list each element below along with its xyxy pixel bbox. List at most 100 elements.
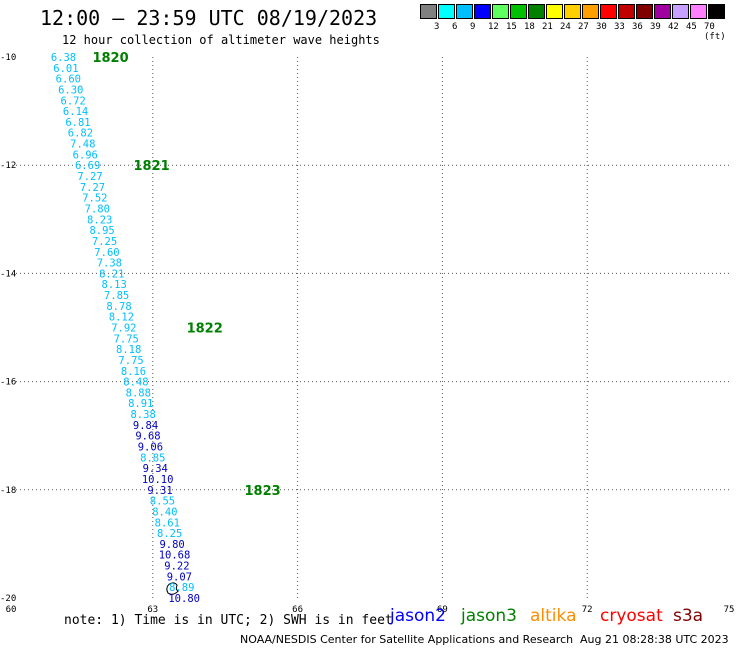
wave-height-point: 8.48: [123, 377, 148, 389]
wave-height-point: 9.31: [147, 485, 172, 497]
y-tick-label: -18: [0, 486, 16, 496]
color-swatch: [546, 4, 563, 19]
pass-time-label: 1823: [245, 484, 281, 499]
wave-height-point: 8.61: [155, 517, 180, 529]
wave-height-point: 9.22: [164, 561, 189, 573]
x-tick-label: 69: [437, 605, 448, 615]
wave-height-point: 7.52: [82, 193, 107, 205]
wave-height-point: 8.18: [116, 344, 141, 356]
wave-height-point: 9.34: [143, 463, 168, 475]
x-tick-label: 60: [6, 605, 17, 615]
wave-height-point: 6.14: [63, 106, 88, 118]
x-tick-label: 72: [582, 605, 593, 615]
satellite-cryosat: cryosat: [600, 606, 663, 626]
color-swatch: [564, 4, 581, 19]
wave-height-point: 8.91: [128, 398, 153, 410]
color-swatch: [510, 4, 527, 19]
wave-height-point: 7.25: [92, 236, 117, 248]
wave-height-point: 6.60: [56, 74, 81, 86]
wave-height-point: 10.10: [142, 474, 174, 486]
color-swatch: [618, 4, 635, 19]
color-scale-label: 9: [470, 22, 476, 32]
footer-timestamp: Aug 21 08:28:38 UTC 2023: [580, 633, 729, 646]
wave-height-point: 6.82: [68, 128, 93, 140]
footer-note: note: 1) Time is in UTC; 2) SWH is in fe…: [64, 613, 393, 628]
wave-height-point: 6.96: [73, 149, 98, 161]
wave-height-point: 6.69: [75, 160, 100, 172]
island-outline: [166, 582, 179, 595]
color-swatch: [492, 4, 509, 19]
color-swatch: [708, 4, 725, 19]
color-swatch: [600, 4, 617, 19]
color-scale-label: 3: [434, 22, 440, 32]
wave-height-point: 9.80: [159, 539, 184, 551]
satellite-s3a: s3a: [673, 606, 704, 626]
satellite-jason3: jason3: [461, 606, 517, 626]
color-swatch: [654, 4, 671, 19]
color-swatch: [474, 4, 491, 19]
wave-height-point: 6.81: [65, 117, 90, 129]
wave-height-point: 7.60: [94, 247, 119, 259]
wave-height-point: 6.38: [51, 52, 76, 64]
wave-height-point: 8.13: [102, 279, 127, 291]
wave-height-point: 8.21: [99, 268, 124, 280]
pass-time-label: 1822: [187, 322, 223, 337]
color-scale-label: 24: [560, 22, 571, 32]
color-scale-label: 42: [668, 22, 679, 32]
wave-height-point: 8.16: [121, 366, 146, 378]
y-tick-label: -20: [0, 594, 16, 604]
color-scale-label: 30: [596, 22, 607, 32]
wave-height-point: 10.80: [168, 593, 200, 605]
color-swatch: [420, 4, 437, 19]
wave-height-point: 9.84: [133, 420, 158, 432]
wave-height-point: 7.75: [114, 333, 139, 345]
wave-height-point: 8.12: [109, 312, 134, 324]
color-scale-label: 33: [614, 22, 625, 32]
wave-height-point: 7.92: [111, 323, 136, 335]
color-scale-label: 39: [650, 22, 661, 32]
wave-height-point: 6.30: [58, 84, 83, 96]
wave-height-point: 6.01: [53, 63, 78, 75]
x-tick-label: 66: [292, 605, 303, 615]
wave-height-point: 8.88: [126, 387, 151, 399]
footer-credit: NOAA/NESDIS Center for Satellite Applica…: [240, 633, 574, 646]
x-tick-label: 75: [724, 605, 735, 615]
x-tick-label: 63: [147, 605, 158, 615]
wave-height-point: 8.95: [89, 225, 114, 237]
wave-height-point: 6.72: [61, 95, 86, 107]
wave-height-point: 7.75: [118, 355, 143, 367]
wave-height-point: 8.85: [140, 452, 165, 464]
color-scale-label: 6: [452, 22, 458, 32]
color-scale-label: 27: [578, 22, 589, 32]
wave-height-point: 7.38: [97, 258, 122, 270]
wave-height-point: 8.78: [106, 301, 131, 313]
color-swatch: [528, 4, 545, 19]
wave-height-point: 8.55: [150, 496, 175, 508]
wave-height-point: 9.07: [167, 571, 192, 583]
wave-height-point: 7.27: [80, 182, 105, 194]
color-swatch: [672, 4, 689, 19]
wave-height-point: 9.68: [135, 431, 160, 443]
pass-time-label: 1820: [92, 51, 128, 66]
wave-height-point: 10.68: [159, 550, 191, 562]
wave-height-point: 7.27: [77, 171, 102, 183]
wave-height-point: 7.85: [104, 290, 129, 302]
wave-height-point: 8.89: [169, 582, 194, 594]
color-scale-label: 18: [524, 22, 535, 32]
wave-height-point: 8.25: [157, 528, 182, 540]
color-scale-label: 21: [542, 22, 553, 32]
y-tick-label: -12: [0, 161, 16, 171]
wave-height-point: 8.23: [87, 214, 112, 226]
chart-title: 12:00 – 23:59 UTC 08/19/2023: [40, 6, 378, 30]
pass-time-label: 1821: [133, 159, 169, 174]
color-scale-label: 12: [488, 22, 499, 32]
y-tick-label: -10: [0, 53, 16, 63]
color-scale-label: 45: [686, 22, 697, 32]
y-tick-label: -14: [0, 269, 16, 279]
color-swatch: [690, 4, 707, 19]
color-swatch: [438, 4, 455, 19]
color-swatch: [456, 4, 473, 19]
color-swatch: [582, 4, 599, 19]
satellite-altika: altika: [530, 606, 577, 626]
